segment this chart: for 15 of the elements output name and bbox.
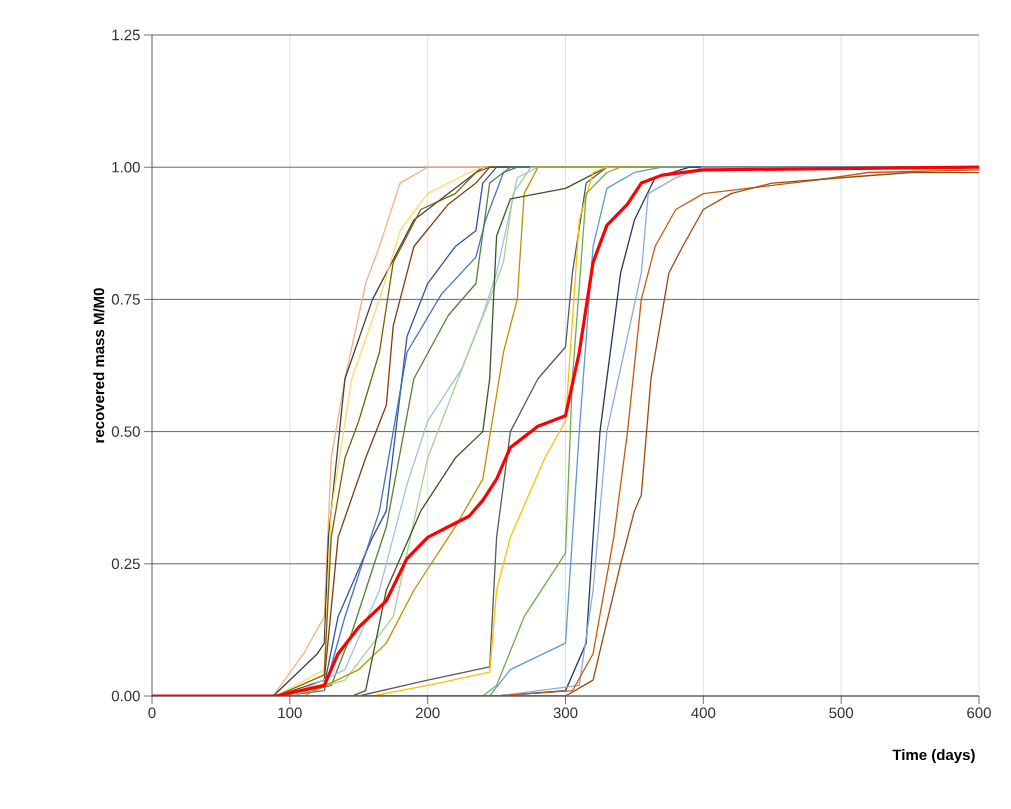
x-tick-label: 300 [553,707,578,719]
y-axis-title: recovered mass M/M0 [93,288,105,443]
x-tick-label: 500 [829,707,854,719]
y-tick-label: 0.75 [111,294,140,305]
x-tick-label: 100 [278,707,302,719]
y-tick-label: 1.25 [112,29,140,41]
x-axis-title: Time (days) [892,749,975,764]
x-tick-label: 0 [148,707,156,719]
y-tick-label: 0.25 [111,558,140,570]
y-tick-label: 1.00 [112,161,140,173]
x-tick-label: 400 [691,707,716,719]
y-tick-label: 0.00 [111,690,140,702]
y-tick-label: 0.50 [111,426,140,437]
x-tick-label: 600 [967,707,991,719]
x-tick-label: 200 [415,707,440,719]
